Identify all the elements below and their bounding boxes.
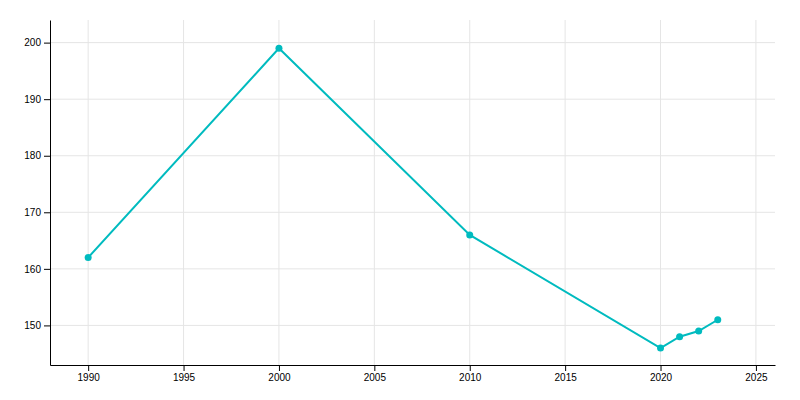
tick-label: 200: [24, 37, 41, 48]
grid-line-y: [50, 325, 775, 326]
tick-label: 2020: [650, 372, 673, 383]
tick-mark: [44, 43, 50, 44]
grid-line-x: [755, 20, 756, 365]
x-axis: 1990 1995 2000 2005 2010 2015 2020 2025: [51, 365, 776, 383]
tick-label: 170: [24, 207, 41, 218]
line: [88, 48, 718, 348]
axis-line: [51, 365, 776, 366]
tick-mark: [44, 269, 50, 270]
point: [676, 333, 683, 340]
tick-mark: [565, 365, 566, 371]
grid-line-y: [50, 42, 775, 43]
tick-mark: [44, 212, 50, 213]
tick: 2010: [459, 365, 482, 383]
chart-container: 1990 1995 2000 2005 2010 2015 2020 2025 150 160 17…: [0, 0, 800, 400]
tick: 170: [24, 207, 50, 218]
tick: 2020: [650, 365, 673, 383]
point: [466, 231, 473, 238]
y-axis: 150 160 170 180 190 200: [24, 21, 50, 366]
grid: [50, 20, 775, 365]
plot-root: 1990 1995 2000 2005 2010 2015 2020 2025 150 160 17…: [24, 20, 775, 383]
tick: 200: [24, 37, 50, 48]
point: [657, 345, 664, 352]
tick: 1990: [78, 365, 101, 383]
tick-mark: [184, 365, 185, 371]
grid-line-y: [50, 268, 775, 269]
tick-mark: [756, 365, 757, 371]
tick: 180: [24, 150, 50, 161]
grid-line-x: [565, 20, 566, 365]
tick: 160: [24, 264, 50, 275]
grid-line-x: [183, 20, 184, 365]
tick-label: 2010: [459, 372, 482, 383]
point: [275, 45, 282, 52]
tick-label: 1995: [173, 372, 196, 383]
tick-label: 2015: [555, 372, 578, 383]
tick-label: 160: [24, 264, 41, 275]
tick-mark: [88, 365, 89, 371]
tick-mark: [44, 325, 50, 326]
grid-line-y: [50, 155, 775, 156]
grid-line-x: [374, 20, 375, 365]
tick-label: 2005: [364, 372, 387, 383]
tick-label: 180: [24, 150, 41, 161]
marks: [85, 45, 722, 352]
tick-mark: [374, 365, 375, 371]
tick-mark: [44, 156, 50, 157]
tick: 150: [24, 320, 50, 331]
point: [695, 328, 702, 335]
tick: 1995: [173, 365, 196, 383]
tick-mark: [279, 365, 280, 371]
tick: 2005: [364, 365, 387, 383]
tick: 2000: [268, 365, 291, 383]
grid-line-y: [50, 212, 775, 213]
tick-label: 190: [24, 94, 41, 105]
axis-line: [50, 21, 51, 366]
tick: 190: [24, 94, 50, 105]
grid-line-x: [278, 20, 279, 365]
tick-label: 2025: [745, 372, 768, 383]
tick: 2015: [555, 365, 578, 383]
grid-line-y: [50, 99, 775, 100]
tick-label: 150: [24, 320, 41, 331]
point: [85, 254, 92, 261]
tick-mark: [661, 365, 662, 371]
tick: 2025: [745, 365, 768, 383]
chart-svg: 1990 1995 2000 2005 2010 2015 2020 2025 150 160 17…: [0, 0, 800, 400]
grid-line-x: [469, 20, 470, 365]
tick-mark: [44, 99, 50, 100]
tick-mark: [470, 365, 471, 371]
point: [714, 316, 721, 323]
grid-line-x: [88, 20, 89, 365]
tick-label: 2000: [268, 372, 291, 383]
tick-label: 1990: [78, 372, 101, 383]
grid-line-x: [660, 20, 661, 365]
